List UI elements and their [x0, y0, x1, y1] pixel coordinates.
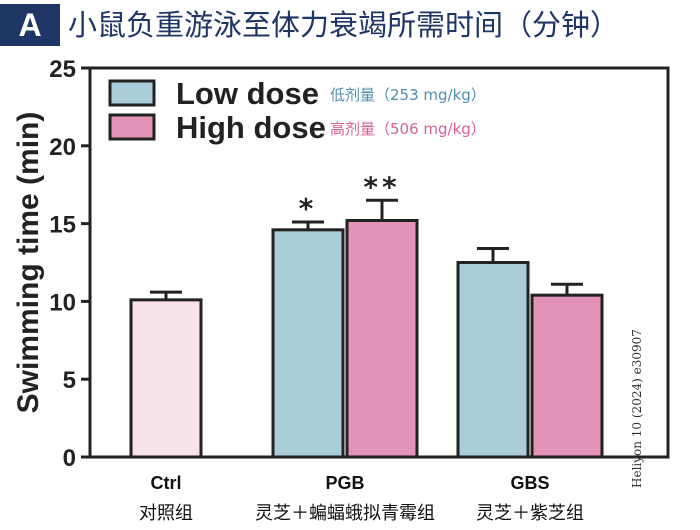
bar-pgb-high [345, 218, 419, 459]
legend-sublabel-high: 高剂量（506 mg/kg） [330, 120, 486, 138]
y-axis-label: Swimming time (min) [12, 112, 45, 414]
journal-credit: Heliyon 10 (2024) e30907 [630, 329, 644, 488]
x-tick-sublabel: 灵芝＋紫芝组 [476, 503, 584, 524]
x-tick-label: GBS [510, 473, 549, 493]
legend-sublabel-low: 低剂量（253 mg/kg） [330, 86, 486, 104]
y-tick-label: 20 [49, 134, 76, 161]
legend-swatch-high [108, 113, 156, 141]
y-tick-label: 10 [49, 289, 76, 316]
y-tick-label: 15 [49, 212, 76, 239]
bar-pgb-low [271, 228, 345, 459]
x-tick-sublabel: 灵芝＋蝙蝠蛾拟青霉组 [255, 503, 435, 524]
x-tick-sublabel: 对照组 [139, 503, 193, 524]
legend-swatch-low [108, 79, 156, 107]
x-tick-label: Ctrl [151, 473, 182, 493]
chart-title: 小鼠负重游泳至体力衰竭所需时间（分钟） [68, 8, 620, 42]
y-tick-label: 0 [63, 445, 76, 472]
legend-label-high: High dose [176, 110, 326, 145]
bar-gbs-high [530, 293, 604, 459]
figure-header: A 小鼠负重游泳至体力衰竭所需时间（分钟） [0, 0, 700, 52]
x-tick-label: PGB [325, 473, 364, 493]
y-tick-label: 25 [49, 56, 76, 83]
bar-gbs-low [456, 261, 530, 459]
y-tick-label: 5 [63, 367, 76, 394]
significance-marker: ** [363, 170, 400, 203]
legend-label-low: Low dose [176, 76, 319, 111]
bar-ctrl-control [129, 298, 203, 459]
panel-label: A [0, 4, 60, 46]
significance-marker: * [299, 192, 318, 225]
